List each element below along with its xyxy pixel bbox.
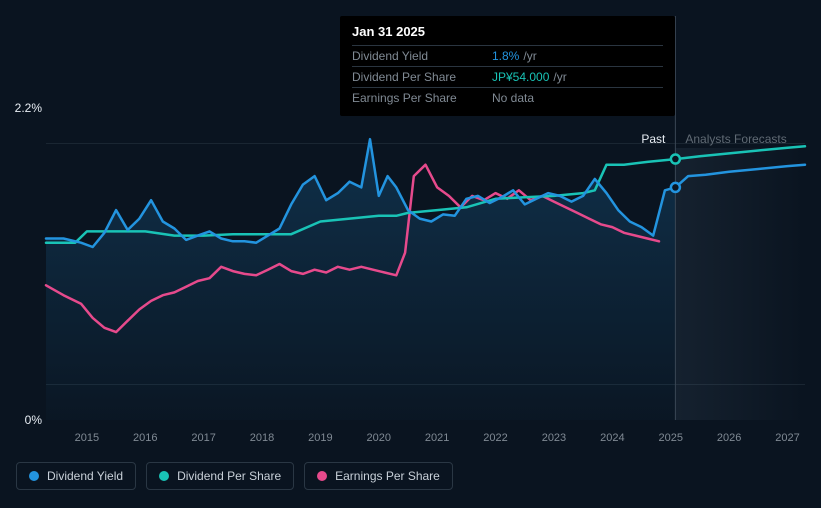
x-axis-tick: 2017 bbox=[191, 432, 215, 444]
legend-dot-icon bbox=[317, 471, 327, 481]
y-axis-tick: 0% bbox=[25, 413, 42, 427]
tooltip-row: Dividend Yield1.8% /yr bbox=[352, 45, 663, 66]
tooltip-row: Dividend Per ShareJP¥54.000/yr bbox=[352, 66, 663, 87]
chart-tooltip: Jan 31 2025 Dividend Yield1.8%/yrDividen… bbox=[340, 16, 675, 116]
tooltip-row-suffix: /yr bbox=[553, 70, 566, 84]
dividend-yield-area bbox=[46, 139, 675, 420]
legend-item-dividend-yield[interactable]: Dividend Yield bbox=[16, 462, 136, 490]
tooltip-row: Earnings Per ShareNo data bbox=[352, 87, 663, 108]
region-label-past: Past bbox=[641, 132, 665, 146]
x-axis-tick: 2016 bbox=[133, 432, 157, 444]
tooltip-row-label: Dividend Yield bbox=[352, 49, 492, 63]
x-axis-tick: 2022 bbox=[483, 432, 507, 444]
x-axis-tick: 2027 bbox=[775, 432, 799, 444]
x-axis-tick: 2020 bbox=[367, 432, 391, 444]
x-axis-tick: 2021 bbox=[425, 432, 449, 444]
region-label-forecast: Analysts Forecasts bbox=[685, 132, 786, 146]
x-axis-tick: 2023 bbox=[542, 432, 566, 444]
forecast-region bbox=[675, 148, 805, 420]
x-axis-tick: 2024 bbox=[600, 432, 624, 444]
tooltip-row-label: Dividend Per Share bbox=[352, 70, 492, 84]
tooltip-row-nodata: No data bbox=[492, 91, 534, 105]
series-marker bbox=[671, 155, 680, 164]
legend-item-label: Dividend Yield bbox=[47, 469, 123, 483]
series-marker bbox=[671, 183, 680, 192]
tooltip-row-label: Earnings Per Share bbox=[352, 91, 492, 105]
x-axis-tick: 2025 bbox=[658, 432, 682, 444]
y-axis-tick: 2.2% bbox=[15, 101, 42, 115]
x-axis-tick: 2026 bbox=[717, 432, 741, 444]
legend-dot-icon bbox=[159, 471, 169, 481]
x-axis-tick: 2015 bbox=[75, 432, 99, 444]
tooltip-row-value: 1.8% bbox=[492, 49, 519, 63]
tooltip-row-value: JP¥54.000 bbox=[492, 70, 549, 84]
legend-item-dividend-per-share[interactable]: Dividend Per Share bbox=[146, 462, 294, 490]
legend-item-label: Dividend Per Share bbox=[177, 469, 281, 483]
x-axis-tick: 2019 bbox=[308, 432, 332, 444]
legend-item-label: Earnings Per Share bbox=[335, 469, 440, 483]
x-axis-tick: 2018 bbox=[250, 432, 274, 444]
legend-item-earnings-per-share[interactable]: Earnings Per Share bbox=[304, 462, 453, 490]
tooltip-row-suffix: /yr bbox=[523, 49, 536, 63]
legend: Dividend Yield Dividend Per Share Earnings… bbox=[16, 462, 453, 490]
legend-dot-icon bbox=[29, 471, 39, 481]
chart-container: 2.2% 0% 2015 2016 2017 2018 2019 2020 2021 2022 2… bbox=[0, 0, 821, 508]
tooltip-date: Jan 31 2025 bbox=[352, 24, 663, 45]
